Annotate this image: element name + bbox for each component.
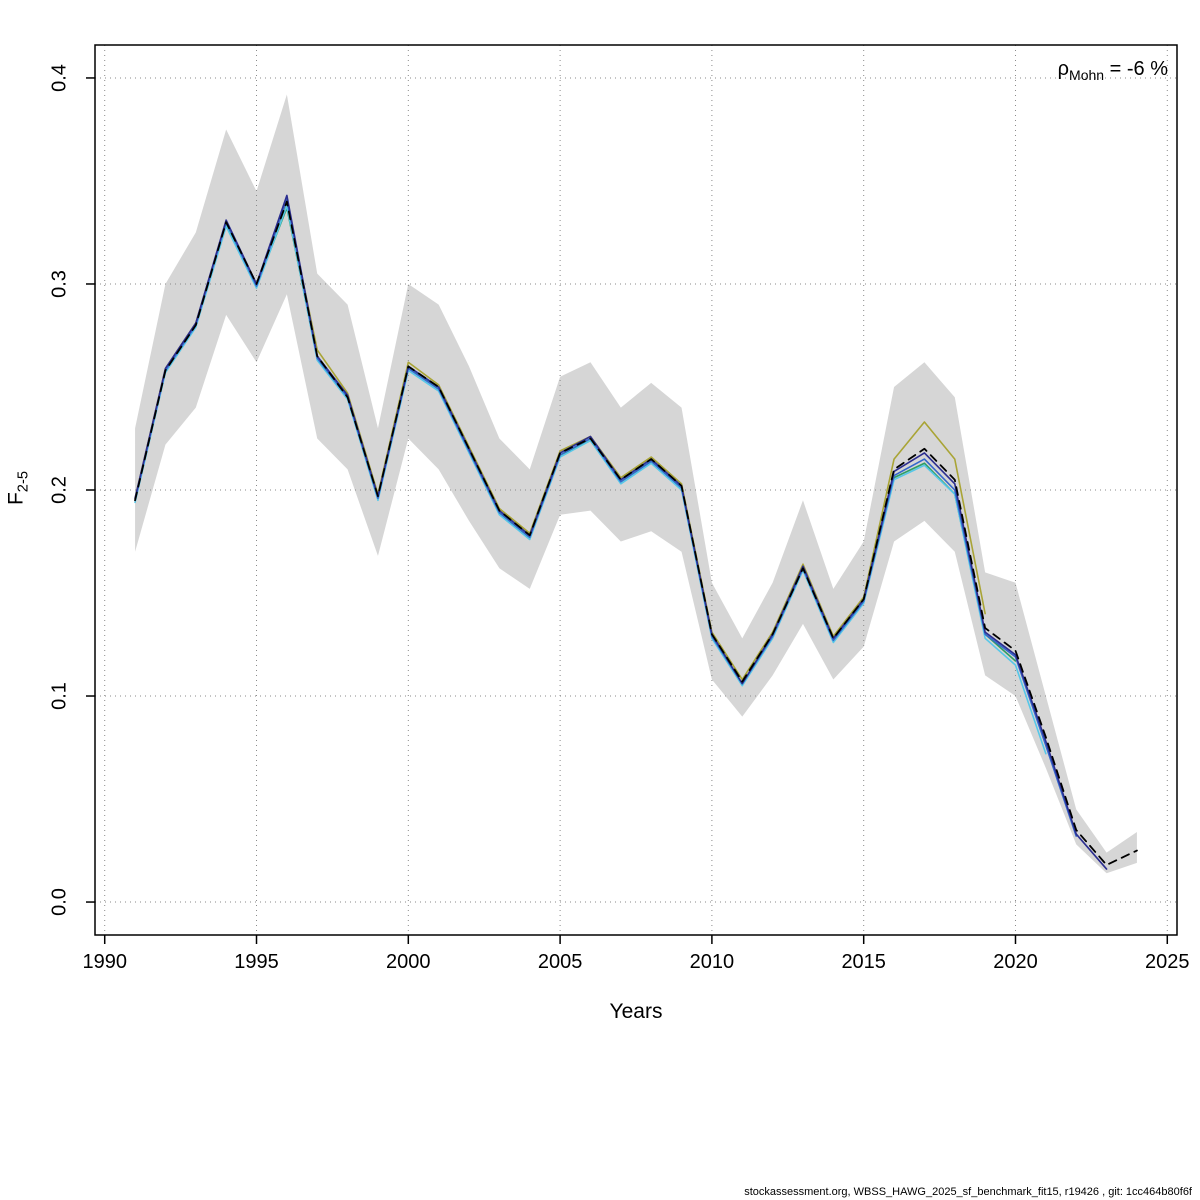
rho-subscript: Mohn	[1069, 67, 1105, 83]
y-axis-title-main: F	[4, 492, 28, 506]
series-line-retro-peel-2023	[134, 194, 1108, 870]
rho-value: = -6 %	[1104, 58, 1168, 80]
x-tick-label: 2020	[993, 951, 1038, 973]
series-line-final-run	[134, 200, 1138, 866]
y-tick-label: 0.0	[48, 888, 71, 916]
y-axis-title: F2-5	[4, 471, 31, 505]
x-tick-label: 2005	[537, 951, 583, 973]
x-tick-label: 1990	[82, 951, 127, 973]
x-tick-label: 2015	[841, 951, 886, 973]
x-axis-title: Years	[609, 1000, 663, 1023]
y-tick-label: 0.3	[48, 270, 71, 298]
x-tick-label: 2000	[386, 951, 431, 973]
confidence-band	[135, 94, 1137, 874]
mohn-rho-annotation: ρMohn = -6 %	[1058, 58, 1168, 83]
y-axis-title-subscript: 2-5	[15, 470, 32, 493]
source-footer: stockassessment.org, WBSS_HAWG_2025_sf_b…	[744, 1186, 1192, 1198]
x-tick-label: 1995	[234, 951, 279, 973]
y-tick-label: 0.2	[48, 476, 71, 504]
y-tick-label: 0.4	[48, 64, 71, 92]
x-tick-label: 2025	[1145, 951, 1190, 973]
y-tick-label: 0.1	[48, 682, 71, 710]
x-tick-label: 2010	[689, 951, 735, 973]
rho-symbol: ρ	[1057, 58, 1070, 80]
